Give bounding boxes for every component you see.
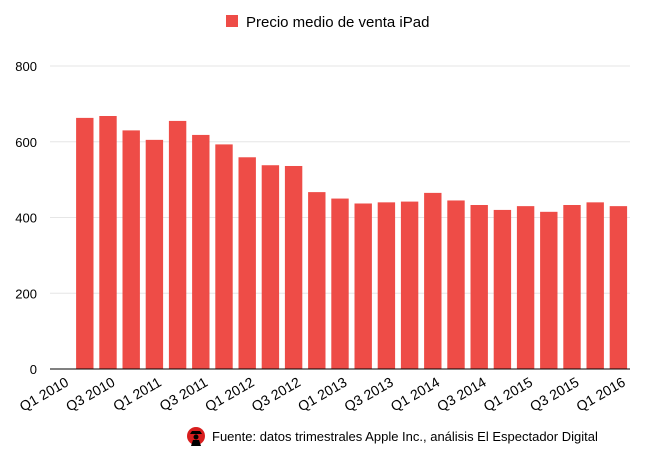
x-tick-label: Q3 2010: [63, 374, 118, 415]
bar: [563, 205, 581, 369]
bar: [122, 130, 140, 369]
bar: [470, 205, 488, 369]
bars: [76, 116, 628, 369]
x-tick-label: Q3 2014: [434, 374, 489, 415]
x-tick-label: Q1 2012: [202, 374, 257, 415]
x-tick-label: Q3 2013: [341, 374, 396, 415]
x-tick-label: Q1 2014: [388, 374, 443, 415]
bar: [284, 165, 303, 369]
bar: [145, 139, 164, 369]
bar: [400, 201, 419, 369]
x-tick-label: Q1 2015: [481, 374, 536, 415]
bar: [493, 209, 512, 369]
x-tick-label: Q1 2016: [573, 374, 628, 415]
bar: [540, 211, 558, 369]
source-text: Fuente: datos trimestrales Apple Inc., a…: [212, 429, 598, 444]
y-tick-label: 200: [15, 286, 37, 301]
bar: [99, 116, 117, 369]
legend: Precio medio de venta iPad: [226, 14, 429, 31]
y-axis-ticks: 0 200 400 600 800: [15, 59, 37, 377]
x-tick-label: Q3 2011: [157, 374, 211, 414]
x-tick-label: Q3 2015: [527, 374, 582, 415]
y-tick-label: 0: [30, 362, 37, 377]
y-tick-label: 600: [15, 135, 37, 150]
y-tick-label: 400: [15, 211, 37, 226]
x-tick-label: Q1 2013: [295, 374, 350, 415]
bar: [447, 200, 465, 369]
legend-label: Precio medio de venta iPad: [246, 14, 429, 31]
legend-swatch: [226, 15, 238, 27]
x-tick-label: Q1 2010: [17, 374, 72, 415]
bar: [516, 206, 535, 369]
x-tick-label: Q1 2011: [110, 374, 164, 414]
bar: [308, 192, 326, 369]
bar: [76, 117, 94, 369]
bar: [238, 157, 256, 369]
bar: [261, 165, 280, 369]
bar: [168, 120, 187, 369]
bar: [354, 203, 372, 369]
y-tick-label: 800: [15, 59, 37, 74]
bar: [586, 202, 604, 369]
bar: [609, 206, 628, 369]
spy-silhouette-icon: [187, 427, 205, 446]
source-note: Fuente: datos trimestrales Apple Inc., a…: [187, 427, 598, 446]
bar: [377, 202, 396, 369]
bar: [215, 144, 233, 369]
x-tick-label: Q3 2012: [249, 374, 304, 415]
bar: [331, 198, 349, 369]
bar: [192, 134, 210, 369]
bar: [424, 192, 442, 369]
